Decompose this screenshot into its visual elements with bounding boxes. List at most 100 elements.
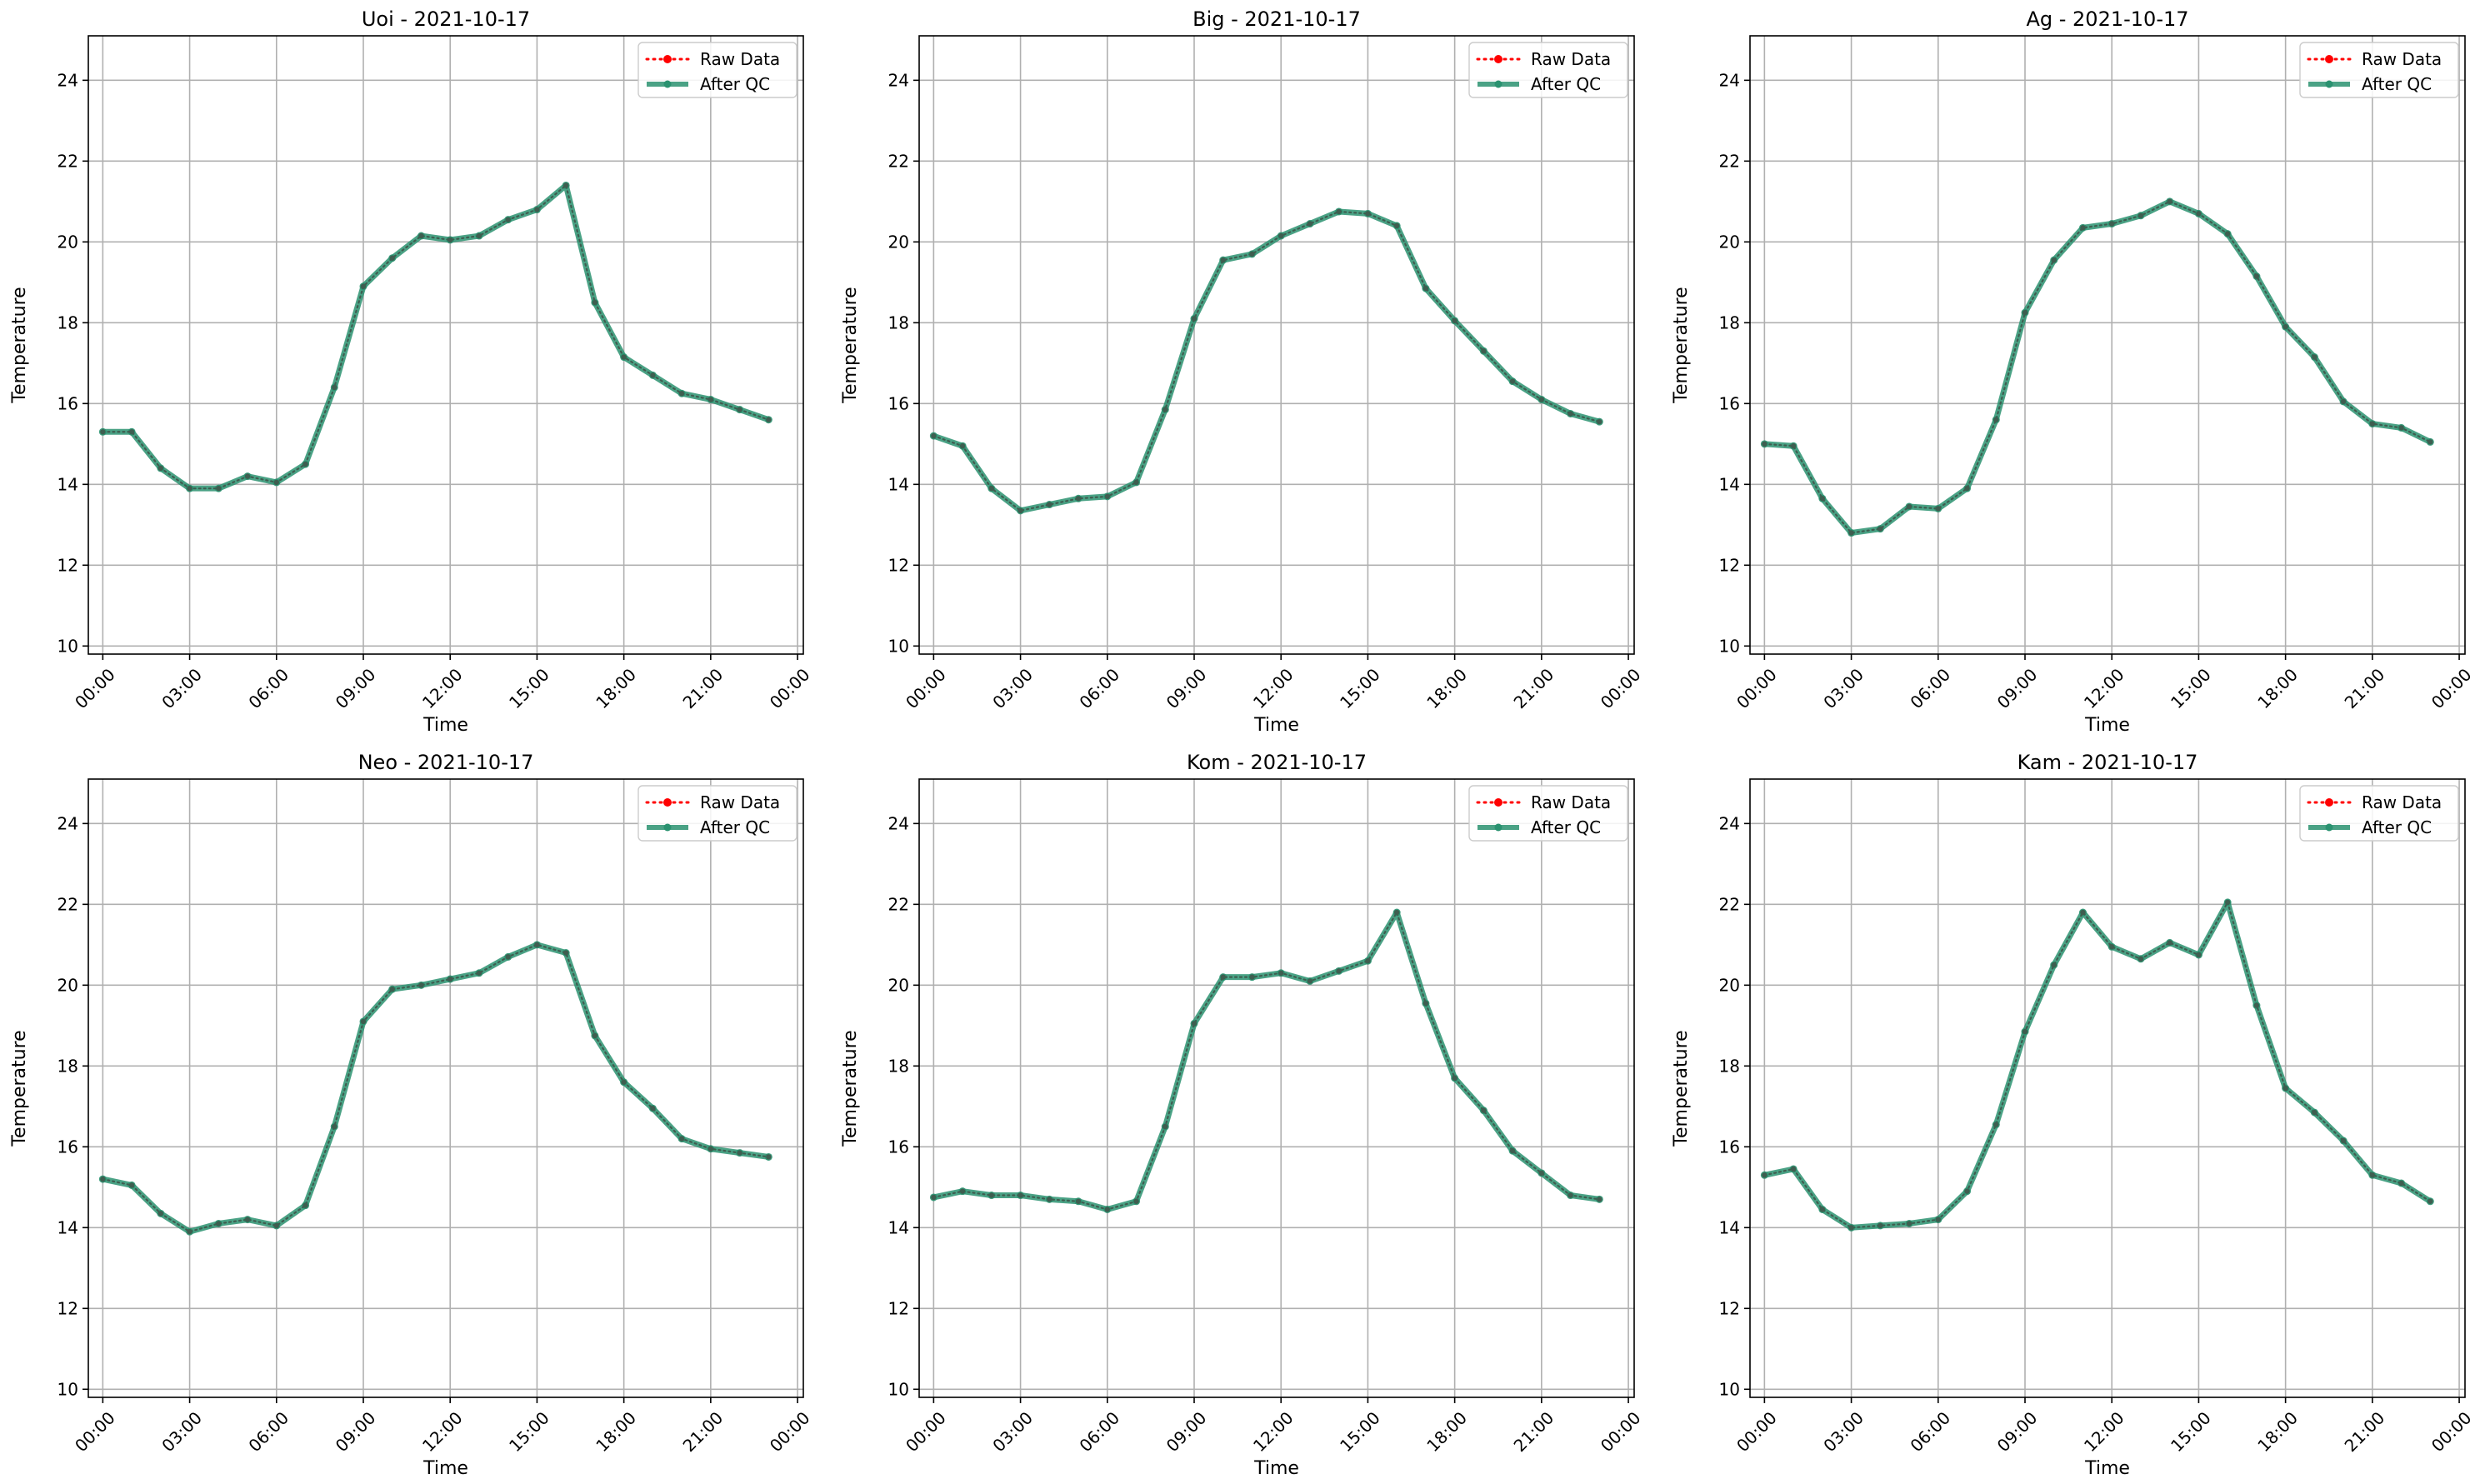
raw-data-point [931,432,937,439]
raw-data-point [2282,323,2288,330]
legend-qc-marker [663,80,672,88]
legend-qc-label: After QC [2362,817,2432,837]
raw-data-point [1393,909,1400,916]
x-tick-label: 15:00 [2167,664,2215,712]
axes-frame [1749,35,2466,655]
raw-data-point [302,1202,308,1208]
raw-data-point [678,390,685,397]
legend-raw-label: Raw Data [2362,49,2442,69]
legend-raw-marker [663,798,672,807]
raw-data-point [1481,1107,1487,1113]
raw-data-point [1568,411,1573,417]
raw-data-point [158,1211,164,1217]
raw-data-point [2022,310,2028,316]
y-tick-label: 12 [58,555,78,575]
legend-qc-marker [2325,80,2333,88]
raw-data-point [2253,1002,2260,1008]
raw-data-point [1162,1123,1168,1130]
y-tick-label: 16 [58,1137,78,1157]
raw-data-point [1278,232,1284,239]
raw-data-point [302,461,308,467]
raw-data-point [1964,485,1970,492]
y-axis-label: Temperature [1671,1030,1692,1147]
raw-data-point [766,1154,772,1160]
y-tick-label: 18 [888,312,909,332]
raw-data-point [476,970,482,976]
raw-data-point [988,1192,995,1198]
y-tick-label: 22 [888,894,909,914]
raw-data-point [1819,1207,1826,1212]
y-tick-label: 12 [58,1298,78,1318]
chart-title: Kam - 2021-10-17 [2018,751,2198,774]
raw-data-point [988,485,995,492]
y-tick-label: 12 [1719,555,1740,575]
x-tick-label: 06:00 [1075,664,1123,712]
x-tick-label: 03:00 [1819,1407,1868,1456]
y-tick-label: 12 [888,555,909,575]
raw-data-point [128,429,135,435]
raw-data-point [100,429,106,435]
y-tick-label: 20 [888,975,909,995]
raw-data-point [1878,526,1883,532]
x-axis-label: Time [1253,1458,1299,1479]
chart-title: Uoi - 2021-10-17 [362,7,530,31]
y-axis-label: Temperature [1671,287,1692,403]
raw-data-point [2340,398,2347,405]
raw-data-point [448,237,453,243]
x-tick-label: 00:00 [1732,1407,1781,1456]
x-tick-label: 12:00 [2080,1407,2128,1456]
x-tick-label: 00:00 [2428,664,2476,712]
y-tick-label: 10 [58,636,78,656]
x-tick-label: 09:00 [332,1407,380,1456]
x-tick-label: 06:00 [244,664,292,712]
raw-data-point [2196,211,2202,217]
raw-data-point [1762,441,1768,447]
raw-data-point [1848,1225,1854,1231]
raw-data-point [128,1182,135,1188]
x-tick-label: 15:00 [505,1407,553,1456]
x-tick-label: 09:00 [1162,1407,1211,1456]
raw-data-point [1307,978,1313,984]
raw-data-point [1018,507,1023,514]
x-tick-label: 03:00 [988,664,1037,712]
y-tick-label: 22 [1719,894,1740,914]
raw-data-point [2022,1028,2028,1035]
x-tick-label: 03:00 [1819,664,1868,712]
raw-data-point [1422,1000,1429,1007]
chart-title: Neo - 2021-10-17 [358,751,534,774]
raw-data-point [1191,1021,1198,1027]
axes-frame [918,778,1635,1398]
chart-panel-4: Kom - 2021-10-17 10 12 14 16 18 20 22 24 00:00 03:… [840,751,1644,1479]
y-axis-label: Temperature [9,1030,30,1147]
y-tick-label: 12 [1719,1298,1740,1318]
x-tick-label: 21:00 [2341,1407,2389,1456]
legend-qc-label: After QC [700,817,770,837]
series-raw-data-line [1763,200,2432,534]
raw-data-point [389,986,395,992]
series-raw-data-line [102,943,770,1233]
y-tick-label: 24 [1719,70,1740,90]
y-tick-label: 22 [58,151,78,171]
raw-data-point [2224,231,2231,237]
x-tick-label: 18:00 [592,1407,640,1456]
y-tick-label: 24 [58,813,78,833]
y-tick-label: 18 [888,1056,909,1076]
y-tick-label: 18 [1719,312,1740,332]
x-tick-label: 09:00 [1993,664,2042,712]
raw-data-point [2312,1109,2318,1116]
raw-data-point [2428,1198,2433,1204]
raw-data-point [1762,1172,1768,1178]
raw-data-point [2051,962,2057,968]
x-tick-label: 00:00 [902,664,950,712]
x-tick-label: 12:00 [2080,664,2128,712]
y-tick-label: 14 [1719,1217,1740,1237]
y-tick-label: 20 [888,232,909,252]
y-tick-label: 16 [58,393,78,413]
legend-qc-marker [663,823,672,832]
raw-data-point [1597,418,1602,425]
raw-data-point [1220,974,1226,980]
raw-data-point [1365,211,1371,217]
x-tick-label: 00:00 [2428,1407,2476,1456]
raw-data-point [931,1194,937,1201]
raw-data-point [1307,221,1313,227]
